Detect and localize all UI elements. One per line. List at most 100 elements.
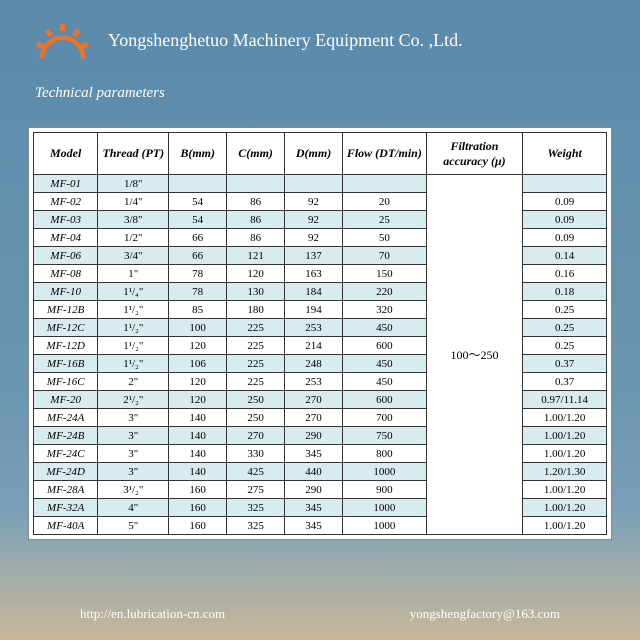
cell-model: MF-12D	[34, 337, 98, 355]
cell-model: MF-16B	[34, 355, 98, 373]
cell-thread: 1/4"	[98, 193, 169, 211]
cell-thread: 1¹/₂"	[98, 301, 169, 319]
cell-flow: 150	[343, 265, 427, 283]
cell-c: 250	[227, 409, 285, 427]
cell-c: 121	[227, 247, 285, 265]
cell-d: 290	[285, 481, 343, 499]
cell-model: MF-02	[34, 193, 98, 211]
cell-d: 92	[285, 229, 343, 247]
cell-d: 214	[285, 337, 343, 355]
cell-flow: 750	[343, 427, 427, 445]
cell-b: 120	[169, 391, 227, 409]
cell-weight: 0.14	[523, 247, 607, 265]
cell-flow: 20	[343, 193, 427, 211]
cell-b: 54	[169, 193, 227, 211]
cell-thread: 3"	[98, 409, 169, 427]
cell-d: 184	[285, 283, 343, 301]
table-row: MF-01 1/8" 100～250	[34, 175, 607, 193]
cell-d: 253	[285, 373, 343, 391]
cell-d: 345	[285, 499, 343, 517]
cell-flow: 900	[343, 481, 427, 499]
cell-thread: 3"	[98, 427, 169, 445]
cell-weight: 1.00/1.20	[523, 499, 607, 517]
cell-c: 86	[227, 193, 285, 211]
cell-thread: 5"	[98, 517, 169, 535]
cell-flow: 320	[343, 301, 427, 319]
cell-b: 140	[169, 463, 227, 481]
cell-model: MF-12C	[34, 319, 98, 337]
cell-c	[227, 175, 285, 193]
cell-model: MF-01	[34, 175, 98, 193]
cell-b: 160	[169, 517, 227, 535]
cell-b: 85	[169, 301, 227, 319]
cell-flow: 1000	[343, 517, 427, 535]
cell-c: 275	[227, 481, 285, 499]
cell-model: MF-08	[34, 265, 98, 283]
cell-model: MF-10	[34, 283, 98, 301]
cell-thread: 1/2"	[98, 229, 169, 247]
cell-flow: 600	[343, 391, 427, 409]
cell-flow: 450	[343, 355, 427, 373]
cell-b: 140	[169, 445, 227, 463]
cell-weight: 0.09	[523, 193, 607, 211]
cell-thread: 1¹/₄"	[98, 283, 169, 301]
cell-model: MF-03	[34, 211, 98, 229]
cell-b	[169, 175, 227, 193]
cell-b: 140	[169, 427, 227, 445]
cell-weight: 0.37	[523, 355, 607, 373]
cell-weight: 0.97/11.14	[523, 391, 607, 409]
cell-model: MF-12B	[34, 301, 98, 319]
section-title: Technical parameters	[0, 70, 640, 117]
cell-thread: 2¹/₂"	[98, 391, 169, 409]
cell-weight: 1.00/1.20	[523, 481, 607, 499]
footer-url: http://en.lubrication-cn.com	[80, 606, 225, 622]
col-filtration: Filtration accuracy (μ)	[426, 133, 523, 175]
cell-weight: 1.20/1.30	[523, 463, 607, 481]
cell-thread: 3"	[98, 445, 169, 463]
cell-model: MF-04	[34, 229, 98, 247]
cell-model: MF-32A	[34, 499, 98, 517]
cell-b: 66	[169, 229, 227, 247]
cell-model: MF-24C	[34, 445, 98, 463]
gear-logo	[35, 20, 90, 60]
cell-weight: 1.00/1.20	[523, 517, 607, 535]
cell-filtration: 100～250	[426, 175, 523, 535]
cell-flow: 1000	[343, 499, 427, 517]
cell-c: 325	[227, 499, 285, 517]
cell-c: 250	[227, 391, 285, 409]
cell-d: 290	[285, 427, 343, 445]
cell-flow	[343, 175, 427, 193]
cell-flow: 450	[343, 319, 427, 337]
cell-model: MF-24D	[34, 463, 98, 481]
cell-thread: 3/8"	[98, 211, 169, 229]
cell-d: 270	[285, 391, 343, 409]
cell-model: MF-28A	[34, 481, 98, 499]
cell-weight	[523, 175, 607, 193]
cell-b: 100	[169, 319, 227, 337]
cell-flow: 600	[343, 337, 427, 355]
cell-c: 130	[227, 283, 285, 301]
parameters-table-container: 永盛合拓 YONGSHENGHETUO Model Thread (PT) B(…	[28, 127, 612, 540]
cell-c: 425	[227, 463, 285, 481]
cell-weight: 0.25	[523, 319, 607, 337]
cell-flow: 450	[343, 373, 427, 391]
cell-weight: 0.09	[523, 229, 607, 247]
cell-thread: 4"	[98, 499, 169, 517]
company-name: Yongshenghetuo Machinery Equipment Co. ,…	[108, 30, 463, 51]
cell-weight: 0.25	[523, 337, 607, 355]
cell-weight: 0.37	[523, 373, 607, 391]
cell-weight: 0.16	[523, 265, 607, 283]
col-model: Model	[34, 133, 98, 175]
cell-c: 225	[227, 373, 285, 391]
cell-model: MF-06	[34, 247, 98, 265]
cell-weight: 0.18	[523, 283, 607, 301]
cell-flow: 25	[343, 211, 427, 229]
cell-thread: 1¹/₂"	[98, 355, 169, 373]
col-flow: Flow (DT/min)	[343, 133, 427, 175]
cell-d: 194	[285, 301, 343, 319]
cell-d: 137	[285, 247, 343, 265]
cell-flow: 70	[343, 247, 427, 265]
cell-thread: 1/8"	[98, 175, 169, 193]
cell-flow: 800	[343, 445, 427, 463]
cell-d: 163	[285, 265, 343, 283]
